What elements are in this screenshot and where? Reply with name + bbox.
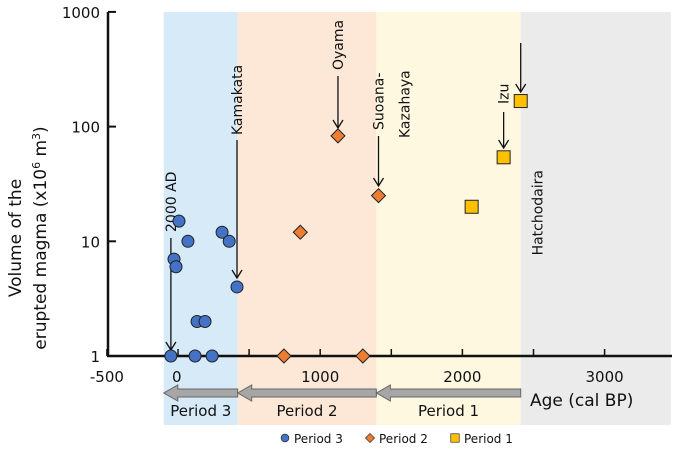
period-band [237, 12, 377, 425]
y-tick-label: 1 [90, 348, 100, 366]
legend-label: Period 3 [294, 432, 343, 446]
period-label: Period 1 [418, 402, 479, 420]
annotation-label: Kazahaya [398, 70, 414, 138]
x-tick-label: 1000 [301, 368, 339, 386]
data-point [169, 260, 183, 274]
y-tick-label: 100 [71, 119, 100, 137]
x-axis-label: Age (cal BP) [530, 391, 633, 411]
y-tick-label: 1000 [62, 4, 100, 22]
annotation-label: Kamakata [230, 65, 246, 135]
x-tick-label: -500 [90, 368, 124, 386]
period-label: Period 3 [170, 402, 231, 420]
annotation-label: Suoana- [372, 73, 388, 130]
annotation-label: Hatchodaira [531, 170, 547, 255]
data-point [215, 225, 229, 239]
x-tick-label: 0 [172, 368, 182, 386]
data-point [164, 349, 178, 363]
period-arrow [236, 384, 377, 402]
legend-marker [364, 432, 376, 444]
data-point [330, 128, 346, 144]
period-arrow [162, 384, 239, 402]
data-point [464, 199, 479, 214]
period-label: Period 2 [276, 402, 337, 420]
arrowhead-icon [515, 83, 527, 94]
data-point [276, 348, 292, 364]
legend-marker [280, 433, 290, 443]
data-point [205, 349, 219, 363]
data-point [222, 234, 236, 248]
annotation-label: Oyama [331, 20, 347, 70]
data-point [198, 314, 212, 328]
data-point [172, 214, 186, 228]
y-tick-label: 10 [81, 233, 100, 251]
legend-marker [450, 433, 460, 443]
arrowhead-icon [332, 119, 344, 130]
arrowhead-icon [372, 177, 385, 188]
arrowhead-icon [498, 139, 510, 150]
annotation-label-group: Hatchodaira [531, 170, 547, 255]
data-point [496, 150, 511, 165]
annotation-label-group: Oyama [331, 20, 347, 70]
annotation-label: Izu [497, 84, 513, 104]
data-point [181, 234, 195, 248]
data-point [355, 348, 371, 364]
data-point [188, 349, 202, 363]
x-tick-label: 3000 [586, 368, 624, 386]
x-tick-label: 2000 [443, 368, 481, 386]
data-point [370, 187, 387, 204]
annotation-label-group: Kamakata [230, 65, 246, 135]
legend-label: Period 1 [464, 432, 513, 446]
annotation-label-group: Suoana- Kazahaya [372, 70, 414, 138]
legend-label: Period 2 [379, 432, 428, 446]
annotation-label-group: Izu [497, 84, 513, 104]
period-arrow [375, 384, 522, 402]
arrowhead-icon [231, 269, 243, 280]
data-point [230, 280, 244, 294]
y-axis-label-line2: erupted magma (x106 m3) [30, 126, 51, 349]
data-point [292, 224, 308, 240]
data-point [513, 94, 528, 109]
y-axis-label: Volume of the [6, 179, 26, 297]
